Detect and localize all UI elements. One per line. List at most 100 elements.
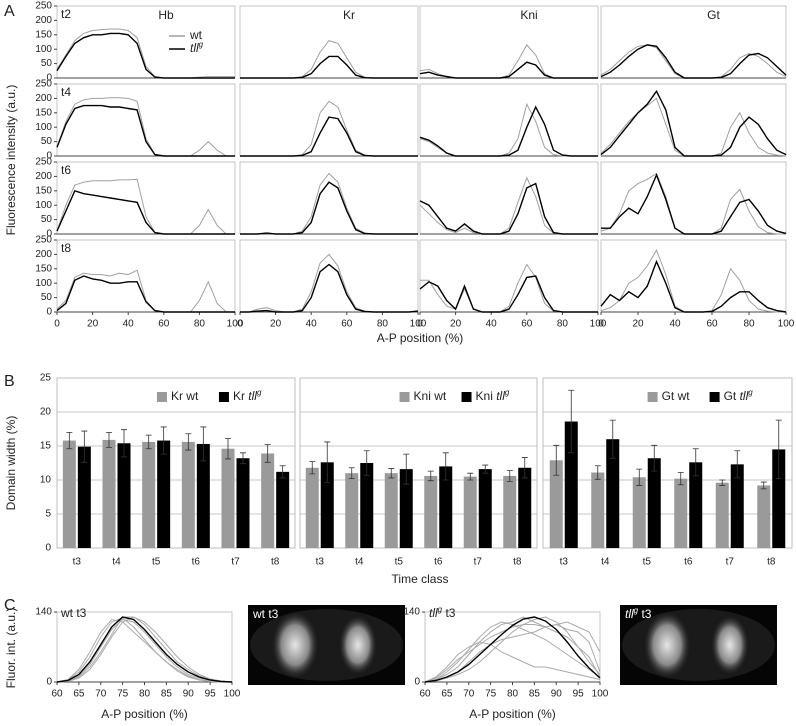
error-bar <box>240 452 246 465</box>
error-bar <box>388 468 395 479</box>
chart-title: wt t3 <box>60 606 87 620</box>
x-tick-label: 85 <box>161 689 173 700</box>
text-part: tll <box>496 389 505 403</box>
x-tick-label: 95 <box>573 689 585 700</box>
series-line <box>240 55 418 79</box>
error-bar <box>363 450 370 476</box>
x-tick-label: 100 <box>592 689 609 700</box>
y-tick-label: 100 <box>35 122 52 133</box>
plot-frame <box>600 161 787 235</box>
plot-frame <box>56 377 296 549</box>
y-tick-label: 20 <box>40 407 52 418</box>
x-tick-label: 65 <box>441 689 453 700</box>
series-line <box>240 116 418 157</box>
x-tick-label: t8 <box>767 557 776 568</box>
series-line <box>424 616 601 683</box>
series-line <box>424 623 601 683</box>
series-line <box>56 616 233 683</box>
text-part: tll <box>248 389 257 403</box>
bar <box>439 466 453 548</box>
legend-swatch <box>647 392 658 402</box>
x-tick-label: 80 <box>194 319 206 330</box>
series-line <box>424 621 601 683</box>
y-tick-label: 250 <box>35 157 52 168</box>
expression-band <box>269 609 321 681</box>
x-tick-label: 60 <box>341 319 353 330</box>
y-tick-label: 100 <box>35 278 52 289</box>
series-line <box>56 189 235 235</box>
legend-label: Gt tllg <box>724 388 754 404</box>
x-tick-label: t4 <box>601 557 610 568</box>
series-line <box>56 28 235 79</box>
bar <box>757 485 771 548</box>
y-tick-label: 250 <box>35 235 52 246</box>
plot-frame <box>419 5 599 79</box>
error-bar <box>651 444 658 472</box>
x-tick-label: 100 <box>590 319 607 330</box>
x-tick-label: 40 <box>486 319 498 330</box>
bar <box>591 472 605 548</box>
error-bar <box>145 434 152 450</box>
y-axis-label: Domain width (%) <box>4 416 18 511</box>
chart-title: tllg t3 <box>429 605 456 621</box>
x-axis-label: A-P position (%) <box>377 331 463 345</box>
panel-letter: A <box>4 3 15 20</box>
x-tick-label: t6 <box>434 557 443 568</box>
text-part: g <box>634 606 639 615</box>
series-line <box>600 44 787 79</box>
text-part: g <box>748 388 753 397</box>
plot-frame <box>600 83 787 157</box>
legend-label: Kr tllg <box>233 388 262 404</box>
bar <box>77 446 91 548</box>
row-label: t4 <box>61 85 71 99</box>
bar <box>181 441 195 548</box>
bar <box>647 458 661 548</box>
series-line <box>56 275 235 313</box>
x-tick-label: 40 <box>306 319 318 330</box>
bar <box>463 476 477 548</box>
bar <box>715 482 729 548</box>
x-tick-label: 100 <box>778 319 795 330</box>
error-bar <box>185 433 192 451</box>
bar <box>399 469 413 548</box>
series-line <box>56 616 233 683</box>
image-label: wt t3 <box>252 607 279 621</box>
legend-label: tllg <box>190 40 204 56</box>
legend-swatch <box>461 392 472 402</box>
plot-frame <box>419 161 599 235</box>
error-bar <box>106 432 112 448</box>
expression-band <box>641 609 693 681</box>
bar <box>157 440 171 548</box>
x-tick-label: t3 <box>316 557 325 568</box>
error-bar <box>568 389 575 454</box>
bar <box>117 443 131 548</box>
series-line <box>240 100 418 157</box>
x-tick-label: t7 <box>231 557 240 568</box>
text-part: g <box>199 40 204 49</box>
x-tick-label: 60 <box>51 689 63 700</box>
y-tick-label: 25 <box>40 373 52 384</box>
bar <box>518 467 532 548</box>
x-tick-label: 80 <box>377 319 389 330</box>
series-line <box>419 176 598 235</box>
series-line <box>424 641 601 683</box>
legend-label: wt <box>189 28 203 42</box>
x-tick-label: 70 <box>463 689 475 700</box>
x-tick-label: 95 <box>205 689 217 700</box>
text-part: t3 <box>442 606 456 620</box>
series-line <box>56 618 233 683</box>
x-tick-label: 100 <box>224 689 241 700</box>
y-tick-label: 100 <box>35 44 52 55</box>
bar <box>689 462 703 548</box>
bar <box>503 475 517 548</box>
bar <box>564 421 578 548</box>
plot-frame <box>239 239 419 313</box>
x-tick-label: 90 <box>183 689 195 700</box>
legend-label: Gt wt <box>662 389 691 403</box>
text-part: g <box>257 388 262 397</box>
error-bar <box>66 432 73 450</box>
bar <box>276 471 290 548</box>
plot-frame <box>239 5 419 79</box>
series-line <box>600 172 786 235</box>
x-tick-label: 40 <box>123 319 135 330</box>
